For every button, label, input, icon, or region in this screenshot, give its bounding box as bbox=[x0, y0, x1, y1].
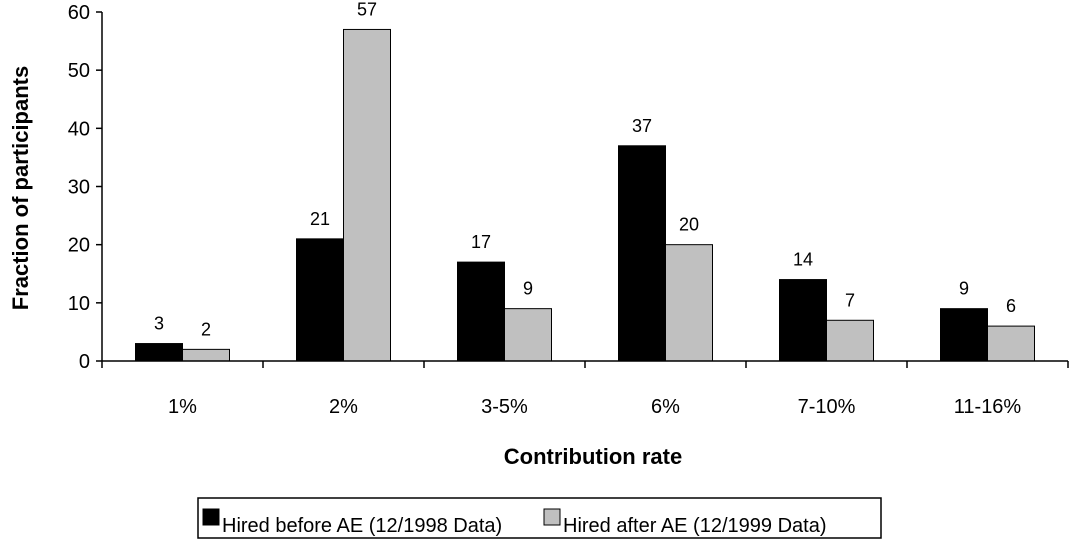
data-labels-layer: 3 21 17 37 14 9 2 57 9 20 7 6 bbox=[154, 0, 1016, 339]
x-tick-label: 2% bbox=[329, 396, 358, 418]
bar-hired-after-ae bbox=[665, 244, 713, 362]
bar-hired-before-ae bbox=[457, 261, 505, 362]
bars-layer bbox=[135, 28, 1035, 362]
legend: Hired before AE (12/1998 Data) Hired aft… bbox=[197, 497, 882, 539]
legend-label-after-ae: Hired after AE (12/1999 Data) bbox=[563, 515, 826, 537]
bar-hired-after-ae bbox=[987, 325, 1035, 362]
legend-box bbox=[197, 497, 882, 539]
y-tick-label: 50 bbox=[68, 60, 90, 82]
bar-hired-before-ae bbox=[779, 279, 827, 362]
bar-hired-after-ae bbox=[182, 348, 230, 362]
bar-hired-after-ae bbox=[504, 308, 552, 362]
data-label-hired-before-ae: 37 bbox=[632, 116, 652, 136]
x-tick-label: 11-16% bbox=[954, 396, 1022, 418]
bar-hired-before-ae bbox=[135, 343, 183, 362]
data-label-hired-before-ae: 17 bbox=[471, 232, 491, 252]
x-tick-label: 1% bbox=[168, 396, 197, 418]
y-tick-label: 20 bbox=[68, 235, 90, 257]
bar-hired-before-ae bbox=[618, 145, 666, 362]
y-tick-label: 0 bbox=[79, 351, 90, 373]
y-tick-label: 40 bbox=[68, 118, 90, 140]
data-label-hired-before-ae: 9 bbox=[959, 279, 969, 299]
y-tick-label: 10 bbox=[68, 293, 90, 315]
bar-hired-before-ae bbox=[940, 308, 988, 362]
x-tick-label: 6% bbox=[651, 396, 680, 418]
x-tick-label: 7-10% bbox=[798, 396, 856, 418]
y-axis-title: Fraction of participants bbox=[8, 66, 33, 310]
bar-hired-before-ae bbox=[296, 238, 344, 362]
data-label-hired-before-ae: 3 bbox=[154, 314, 164, 334]
y-tick-label: 30 bbox=[68, 177, 90, 199]
bar-hired-after-ae bbox=[343, 28, 391, 362]
y-tick-label: 60 bbox=[68, 2, 90, 24]
x-axis-title: Contribution rate bbox=[504, 444, 682, 469]
data-label-hired-after-ae: 20 bbox=[679, 215, 699, 235]
data-label-hired-after-ae: 6 bbox=[1006, 296, 1016, 316]
bar-hired-after-ae bbox=[826, 319, 874, 362]
legend-swatch-after-ae bbox=[543, 508, 561, 526]
legend-swatch-before-ae bbox=[202, 508, 220, 526]
data-label-hired-after-ae: 7 bbox=[845, 290, 855, 310]
data-label-hired-after-ae: 2 bbox=[201, 319, 211, 339]
x-tick-label: 3-5% bbox=[481, 396, 528, 418]
legend-label-before-ae: Hired before AE (12/1998 Data) bbox=[222, 515, 502, 537]
data-label-hired-after-ae: 9 bbox=[523, 279, 533, 299]
data-label-hired-before-ae: 14 bbox=[793, 250, 813, 270]
data-label-hired-after-ae: 57 bbox=[357, 0, 377, 19]
axes-layer: 0 10 20 30 40 50 60 1% 2% 3-5% 6% 7-10% 11-16% bbox=[68, 2, 1069, 418]
data-label-hired-before-ae: 21 bbox=[310, 209, 330, 229]
